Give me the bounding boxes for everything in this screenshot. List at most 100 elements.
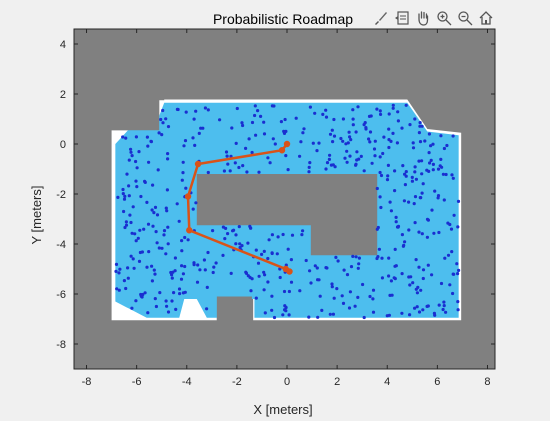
zoom-out-icon[interactable] [456,9,474,27]
roadmap-node [450,173,454,177]
roadmap-node [439,281,444,286]
roadmap-node [146,311,150,315]
roadmap-node [415,291,419,295]
roadmap-node [378,109,382,113]
path-waypoint [186,227,193,234]
roadmap-node [263,311,267,315]
roadmap-node [318,294,322,298]
roadmap-node [129,147,133,151]
obstacle-top-left-overlay [110,97,160,131]
roadmap-node [426,263,430,267]
roadmap-node [304,258,308,263]
roadmap-node [206,250,210,255]
roadmap-node [175,107,179,111]
roadmap-node [241,164,245,168]
roadmap-node [228,169,232,173]
roadmap-node [331,140,335,144]
roadmap-node [436,167,441,171]
roadmap-node [354,130,358,134]
roadmap-node [387,274,391,278]
roadmap-node [357,256,361,260]
roadmap-node [262,288,266,292]
home-icon[interactable] [477,9,495,27]
roadmap-node [411,141,415,145]
roadmap-node [240,121,244,125]
roadmap-node [158,291,162,295]
roadmap-node [451,291,455,296]
roadmap-node [357,262,361,266]
roadmap-node [246,274,250,278]
roadmap-node [456,225,460,229]
roadmap-node [224,226,228,230]
roadmap-node [356,295,360,299]
roadmap-node [362,315,366,320]
roadmap-node [123,194,127,198]
roadmap-node [289,258,293,262]
roadmap-node [389,139,393,143]
data-tip-icon[interactable] [393,9,411,27]
axes[interactable] [73,28,496,370]
roadmap-node [155,241,159,245]
roadmap-node [244,271,249,275]
roadmap-node [355,150,359,154]
roadmap-node [363,121,367,125]
roadmap-node [129,254,133,258]
roadmap-node [320,308,324,312]
roadmap-node [262,132,267,136]
roadmap-node [191,207,195,211]
roadmap-node [442,300,446,304]
obstacle-center-overlay [196,174,378,256]
roadmap-node [164,117,168,121]
roadmap-node [315,149,319,153]
roadmap-node [431,142,435,146]
roadmap-node [126,276,130,280]
roadmap-node [145,200,149,204]
roadmap-node [391,103,395,107]
pan-hand-icon[interactable] [414,9,432,27]
roadmap-node [404,103,408,107]
roadmap-node [341,301,346,305]
roadmap-node [129,220,133,225]
roadmap-node [263,273,267,277]
roadmap-node [262,270,266,274]
axes-box [73,28,496,370]
roadmap-node [307,165,311,169]
roadmap-node [327,157,331,161]
roadmap-node [127,184,131,188]
roadmap-node [317,141,321,145]
roadmap-node [117,271,121,275]
roadmap-node [430,273,434,277]
roadmap-node [155,213,160,217]
roadmap-node [402,243,406,247]
roadmap-node [336,259,340,263]
roadmap-node [414,258,418,262]
roadmap-node [386,163,390,167]
roadmap-node [313,264,317,268]
roadmap-node [202,258,206,262]
roadmap-node [254,133,258,137]
roadmap-node [270,104,274,108]
roadmap-node [254,296,258,300]
brush-icon[interactable] [372,9,390,27]
roadmap-node [328,132,333,136]
roadmap-node [143,291,147,295]
roadmap-node [401,164,405,168]
roadmap-node [273,142,277,146]
roadmap-node [281,313,285,317]
roadmap-node [282,289,287,294]
roadmap-node [413,221,417,225]
roadmap-node [421,182,425,186]
roadmap-node [377,247,381,251]
roadmap-node [413,195,418,199]
roadmap-node [335,287,339,291]
roadmap-node [418,121,422,125]
zoom-in-icon[interactable] [435,9,453,27]
x-tick-label: -6 [132,376,142,388]
roadmap-node [237,225,241,229]
roadmap-node [375,186,379,191]
roadmap-node [134,159,138,164]
roadmap-node [428,161,432,165]
roadmap-node [432,231,436,235]
roadmap-node [456,199,461,203]
roadmap-node [408,283,412,287]
